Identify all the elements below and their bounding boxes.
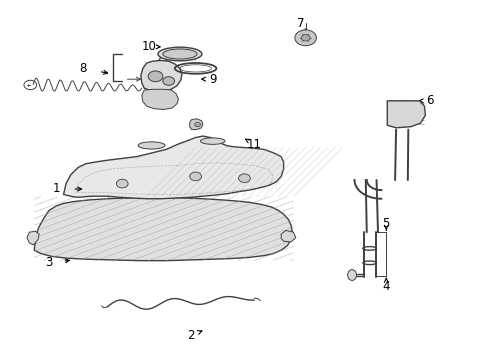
Polygon shape [386,101,425,128]
Ellipse shape [347,270,356,280]
Circle shape [148,71,163,82]
Ellipse shape [158,47,202,61]
Polygon shape [63,136,283,199]
Polygon shape [27,231,39,245]
Polygon shape [142,89,178,109]
Text: 2: 2 [186,329,194,342]
Circle shape [294,30,316,46]
Text: 5: 5 [382,217,389,230]
Polygon shape [281,230,295,242]
Polygon shape [141,60,182,91]
Text: 11: 11 [246,138,261,150]
Ellipse shape [163,49,197,59]
Text: 9: 9 [208,73,216,86]
Polygon shape [189,119,203,130]
Text: 10: 10 [142,40,156,53]
Text: 3: 3 [45,256,53,269]
Text: 4: 4 [382,280,389,293]
Circle shape [163,77,174,85]
Circle shape [238,174,250,183]
Text: 1: 1 [52,183,60,195]
Text: 6: 6 [426,94,433,107]
Circle shape [189,172,201,181]
Polygon shape [34,197,292,261]
Circle shape [194,122,200,127]
Ellipse shape [200,138,224,144]
Ellipse shape [138,142,164,149]
Circle shape [116,179,128,188]
Circle shape [301,35,309,41]
Text: 7: 7 [296,17,304,30]
Text: 8: 8 [79,62,87,75]
